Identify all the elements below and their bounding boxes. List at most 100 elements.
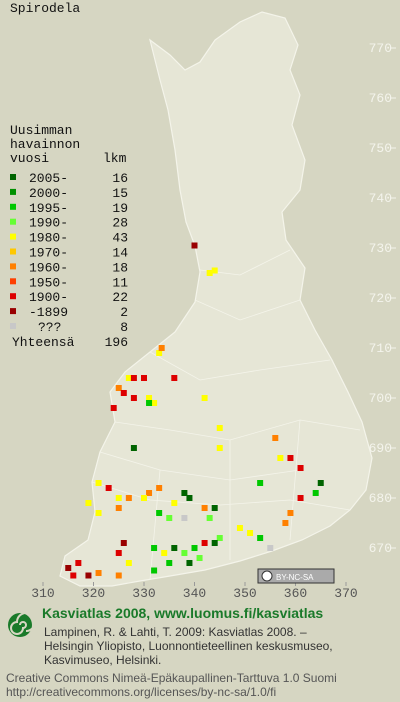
legend-count: 11 [112, 275, 128, 290]
observation-square [211, 505, 218, 511]
observation-square [267, 545, 274, 551]
observation-square [171, 375, 178, 381]
license-badge: BY-NC-SA [257, 568, 335, 584]
legend-label: 1960- [29, 260, 68, 275]
observation-square [171, 545, 178, 551]
legend-swatch [10, 308, 16, 315]
legend-count: 28 [112, 216, 128, 231]
badge-text: BY-NC-SA [276, 573, 314, 582]
observation-square [125, 375, 132, 381]
legend-label: 2005- [29, 171, 68, 186]
observation-square [115, 385, 122, 391]
observation-square [191, 242, 198, 249]
legend-total: 196 [105, 335, 128, 350]
legend-label: 1950- [29, 275, 68, 290]
observation-square [287, 510, 294, 516]
observation-square [171, 500, 178, 506]
legend-label: -1899 [29, 305, 68, 320]
observation-square [257, 480, 264, 486]
observation-square [151, 400, 158, 406]
observation-square [166, 515, 173, 521]
observation-square [146, 400, 153, 406]
observation-square [257, 535, 264, 541]
y-tick-label: 720 [369, 291, 392, 306]
y-tick-label: 670 [369, 541, 392, 556]
observation-square [211, 267, 218, 274]
observation-square [115, 572, 122, 579]
observation-square [317, 480, 324, 486]
observation-square [130, 395, 137, 401]
observation-square [196, 555, 203, 561]
x-tick-label: 350 [233, 586, 256, 601]
legend-swatch [10, 218, 16, 225]
observation-square [130, 445, 137, 451]
citation-line: Kasvimuseo, Helsinki. [44, 653, 161, 667]
observation-square [110, 405, 117, 411]
legend-count: 22 [112, 290, 128, 305]
observation-square [287, 455, 294, 461]
legend-swatch [10, 278, 16, 285]
legend-total-label: Yhteensä [12, 335, 75, 350]
observation-square [277, 455, 284, 461]
observation-square [130, 375, 137, 381]
x-tick-label: 360 [284, 586, 307, 601]
logo [8, 612, 36, 637]
observation-square [156, 510, 163, 516]
observation-square [166, 560, 173, 566]
legend-label: 1970- [29, 246, 68, 261]
cc-circle [261, 570, 273, 582]
observation-square [151, 545, 158, 551]
legend-swatch [10, 203, 16, 210]
legend-count: 8 [120, 320, 128, 335]
legend-count: 15 [112, 186, 128, 201]
observation-square [206, 515, 213, 521]
observation-square [181, 550, 188, 556]
legend-label: 1990- [29, 216, 68, 231]
observation-square [141, 495, 147, 501]
legend-count: 16 [112, 171, 128, 186]
legend-heading: havainnon [10, 137, 80, 152]
observation-square [65, 565, 72, 571]
observation-square [216, 535, 223, 541]
observation-square [312, 490, 319, 496]
y-tick-label: 700 [369, 391, 392, 406]
observation-square [211, 540, 218, 546]
y-tick-label: 750 [369, 141, 392, 156]
observation-square [201, 505, 208, 511]
observation-square [201, 540, 208, 546]
x-tick-label: 340 [183, 586, 206, 601]
observation-square [146, 395, 153, 401]
footer: Lampinen, R. & Lahti, T. 2009: Kasviatla… [6, 625, 337, 699]
observation-square [105, 485, 112, 491]
observation-square [115, 550, 122, 556]
legend-label: 1900- [29, 290, 68, 305]
legend-swatch [10, 293, 16, 300]
x-tick-label: 320 [82, 586, 105, 601]
observation-square [158, 345, 165, 351]
observation-square [75, 560, 82, 566]
observation-square [297, 495, 304, 501]
legend-label: 1980- [29, 231, 68, 246]
legend-swatch [10, 188, 16, 195]
y-tick-label: 680 [369, 491, 392, 506]
badge-box [257, 568, 335, 584]
axes: 310 320 330 340 350 360 370 670 680 690 700 710 720 7… [31, 41, 396, 601]
legend-label: 2000- [29, 186, 68, 201]
citation-line: Lampinen, R. & Lahti, T. 2009: Kasviatla… [44, 625, 307, 639]
y-tick-label: 690 [369, 441, 392, 456]
footer-headline: Kasviatlas 2008, www.luomus.fi/kasviatla… [42, 605, 323, 621]
observation-square [297, 465, 304, 471]
observation-square [95, 570, 102, 576]
map-title: Spirodela [10, 1, 80, 16]
citation-line: Helsingin Yliopisto, Luonnontieteellinen… [44, 639, 333, 653]
observation-square [181, 515, 188, 521]
x-tick-label: 310 [31, 586, 54, 601]
y-tick-label: 730 [369, 241, 392, 256]
observation-square [85, 500, 92, 506]
observation-square [85, 572, 92, 579]
observation-square [115, 495, 122, 501]
observation-square [186, 495, 193, 501]
observation-square [216, 425, 223, 431]
